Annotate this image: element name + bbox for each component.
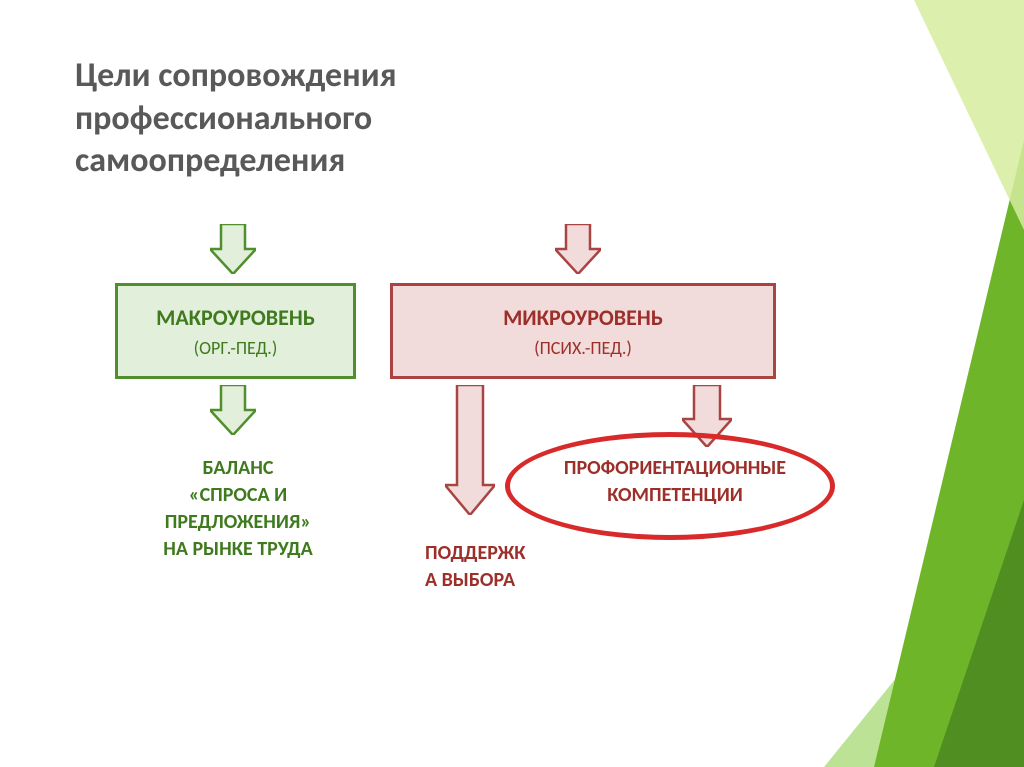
macro-box: МАКРОУРОВЕНЬ (ОРГ.-ПЕД.) bbox=[115, 283, 356, 379]
micro-result-right-text: ПРОФОРИЕНТАЦИОННЫЕКОМПЕТЕНЦИИ bbox=[564, 456, 786, 507]
macro-sub: (ОРГ.-ПЕД.) bbox=[194, 337, 278, 359]
macro-title: МАКРОУРОВЕНЬ bbox=[156, 304, 315, 331]
micro-arrow-left-icon bbox=[445, 385, 495, 515]
micro-box: МИКРОУРОВЕНЬ (ПСИХ.-ПЕД.) bbox=[390, 283, 776, 379]
slide-title: Цели сопровождения профессионального сам… bbox=[75, 55, 595, 183]
decorative-triangles bbox=[764, 0, 1024, 767]
macro-arrow-bottom-icon bbox=[210, 385, 256, 435]
micro-sub: (ПСИХ.-ПЕД.) bbox=[534, 337, 632, 359]
micro-result-left: ПОДДЕРЖКА ВЫБОРА bbox=[425, 540, 595, 594]
micro-arrow-top-icon bbox=[555, 224, 601, 274]
micro-title: МИКРОУРОВЕНЬ bbox=[503, 304, 663, 331]
macro-result-text: БАЛАНС«СПРОСА ИПРЕДЛОЖЕНИЯ»НА РЫНКЕ ТРУД… bbox=[163, 456, 313, 561]
macro-arrow-top-icon bbox=[210, 224, 256, 274]
slide: Цели сопровождения профессионального сам… bbox=[0, 0, 1024, 767]
micro-result-right: ПРОФОРИЕНТАЦИОННЫЕКОМПЕТЕНЦИИ bbox=[530, 455, 820, 509]
macro-result: БАЛАНС«СПРОСА ИПРЕДЛОЖЕНИЯ»НА РЫНКЕ ТРУД… bbox=[118, 455, 358, 563]
micro-result-left-text: ПОДДЕРЖКА ВЫБОРА bbox=[425, 541, 526, 592]
